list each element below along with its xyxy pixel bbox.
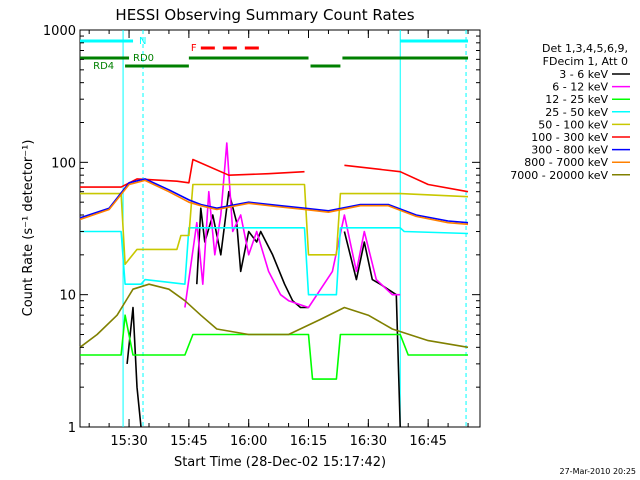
series-line-7 — [79, 179, 469, 226]
legend-label-1: 6 - 12 keV — [552, 81, 608, 94]
legend-label-8: 7000 - 20000 keV — [510, 169, 608, 182]
series-0 — [126, 190, 401, 428]
ticks-layer: 15:30 15:45 16:00 16:15 16:30 16:45 1 10 100 1000 — [43, 24, 480, 449]
legend-label-6: 300 - 800 keV — [531, 144, 608, 157]
y-tick-label-2: 100 — [51, 156, 76, 171]
x-tick-label-2: 16:00 — [230, 434, 267, 449]
legend-header-line-1: Det 1,3,4,5,6,9, — [542, 42, 628, 55]
y-tick-label-1: 10 — [59, 289, 76, 304]
series-line-2 — [80, 314, 468, 380]
flag-n-label: N — [139, 36, 146, 47]
series-layer — [79, 142, 469, 428]
flag-rd0-label: RD0 — [133, 53, 154, 64]
x-tick-label-3: 16:15 — [290, 434, 327, 449]
legend-label-7: 800 - 7000 keV — [524, 156, 608, 169]
plot-frame — [79, 29, 481, 428]
series-8 — [79, 283, 469, 349]
legend-label-2: 12 - 25 keV — [545, 93, 608, 106]
series-line-6 — [79, 178, 469, 224]
series-6 — [79, 178, 469, 224]
x-axis-title: Start Time (28-Dec-02 15:17:42) — [174, 455, 386, 470]
x-tick-label-1: 15:45 — [170, 434, 207, 449]
legend-label-4: 50 - 100 keV — [538, 118, 608, 131]
series-3 — [80, 227, 469, 296]
legend: Det 1,3,4,5,6,9, FDecim 1, Att 0 3 - 6 k… — [510, 42, 630, 182]
series-line-0 — [126, 190, 401, 428]
x-tick-label-5: 16:45 — [409, 434, 446, 449]
series-line-8 — [79, 283, 469, 349]
legend-label-5: 100 - 300 keV — [531, 131, 608, 144]
series-2 — [80, 314, 468, 380]
y-tick-label-3: 1000 — [43, 24, 76, 39]
series-line-1 — [184, 142, 401, 309]
y-axis-title: Count Rate (s⁻¹ detector⁻¹) — [21, 140, 36, 317]
series-7 — [79, 179, 469, 226]
series-4 — [80, 183, 469, 265]
footer-timestamp: 27-Mar-2010 20:25 — [560, 467, 637, 476]
series-line-4 — [80, 183, 469, 265]
chart-title: HESSI Observing Summary Count Rates — [115, 6, 414, 24]
series-1 — [184, 142, 401, 309]
series-line-3 — [80, 227, 469, 296]
x-tick-label-4: 16:30 — [350, 434, 387, 449]
flag-rd4-label: RD4 — [93, 61, 114, 72]
x-tick-label-0: 15:30 — [110, 434, 147, 449]
series-5 — [80, 158, 469, 193]
legend-label-3: 25 - 50 keV — [545, 106, 608, 119]
legend-header-line-2: FDecim 1, Att 0 — [543, 55, 628, 68]
series-line-5 — [80, 158, 469, 193]
flag-f-label: F — [191, 43, 197, 54]
legend-label-0: 3 - 6 keV — [559, 68, 608, 81]
y-tick-label-0: 1 — [68, 421, 76, 436]
